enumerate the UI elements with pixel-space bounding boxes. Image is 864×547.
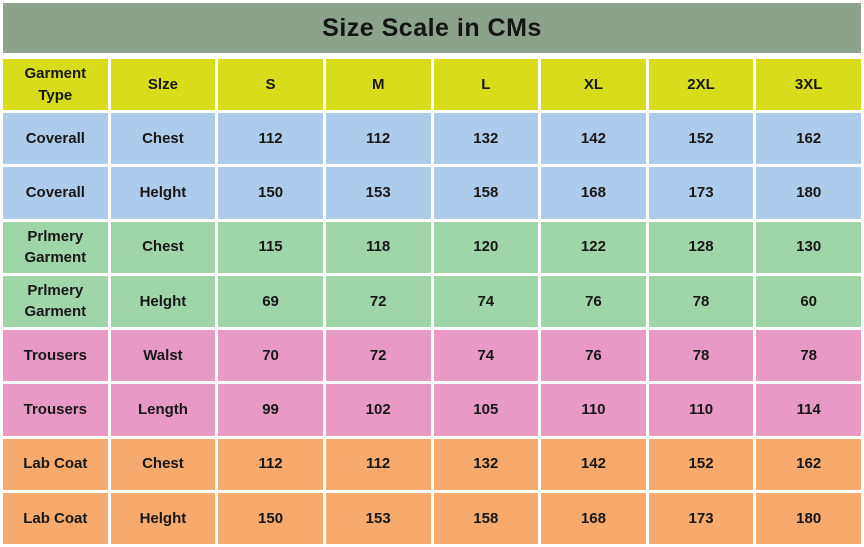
column-header-0: Garment Type	[3, 59, 108, 111]
garment-type-cell: Trousers	[3, 384, 108, 436]
measure-cell: Helght	[110, 492, 216, 544]
size-value-cell: 132	[433, 113, 539, 165]
size-value-cell: 158	[433, 167, 539, 219]
size-value-cell: 152	[648, 113, 754, 165]
garment-type-cell: Lab Coat	[3, 492, 108, 544]
size-value-cell: 173	[648, 492, 754, 544]
size-value-cell: 105	[433, 384, 539, 436]
column-header-1: Slze	[110, 59, 216, 111]
size-value-cell: 150	[218, 492, 323, 544]
garment-type-cell: Prlmery Garment	[3, 221, 108, 273]
size-value-cell: 162	[756, 113, 861, 165]
size-value-cell: 115	[218, 221, 323, 273]
size-value-cell: 76	[541, 275, 646, 328]
size-value-cell: 60	[756, 275, 861, 328]
size-value-cell: 110	[648, 384, 754, 436]
column-header-3: M	[325, 59, 431, 111]
garment-type-cell: Lab Coat	[3, 438, 108, 490]
size-value-cell: 150	[218, 167, 323, 219]
garment-type-cell: Coverall	[3, 167, 108, 219]
size-value-cell: 112	[218, 113, 323, 165]
measure-cell: Chest	[110, 438, 216, 490]
column-header-7: 3XL	[756, 59, 861, 111]
size-value-cell: 142	[541, 113, 646, 165]
size-value-cell: 70	[218, 330, 323, 382]
column-header-2: S	[218, 59, 323, 111]
column-header-5: XL	[541, 59, 646, 111]
page-title: Size Scale in CMs	[3, 3, 861, 53]
size-value-cell: 99	[218, 384, 323, 436]
size-value-cell: 102	[325, 384, 431, 436]
size-table: Garment Type Slze S M L XL 2XL 3XL Coverall Chest…	[3, 59, 861, 544]
column-header-6: 2XL	[648, 59, 754, 111]
size-value-cell: 142	[541, 438, 646, 490]
size-value-cell: 114	[756, 384, 861, 436]
size-value-cell: 78	[648, 275, 754, 328]
size-value-cell: 153	[325, 167, 431, 219]
measure-cell: Walst	[110, 330, 216, 382]
size-value-cell: 180	[756, 167, 861, 219]
size-value-cell: 168	[541, 492, 646, 544]
size-value-cell: 78	[756, 330, 861, 382]
size-value-cell: 122	[541, 221, 646, 273]
size-value-cell: 120	[433, 221, 539, 273]
size-value-cell: 132	[433, 438, 539, 490]
measure-cell: Helght	[110, 275, 216, 328]
garment-type-cell: Prlmery Garment	[3, 275, 108, 328]
size-value-cell: 110	[541, 384, 646, 436]
size-value-cell: 162	[756, 438, 861, 490]
size-value-cell: 74	[433, 330, 539, 382]
measure-cell: Chest	[110, 113, 216, 165]
size-value-cell: 112	[325, 438, 431, 490]
column-header-4: L	[433, 59, 539, 111]
size-value-cell: 180	[756, 492, 861, 544]
garment-type-cell: Trousers	[3, 330, 108, 382]
size-value-cell: 152	[648, 438, 754, 490]
size-value-cell: 168	[541, 167, 646, 219]
measure-cell: Length	[110, 384, 216, 436]
size-value-cell: 76	[541, 330, 646, 382]
size-value-cell: 112	[218, 438, 323, 490]
measure-cell: Chest	[110, 221, 216, 273]
garment-type-cell: Coverall	[3, 113, 108, 165]
size-value-cell: 118	[325, 221, 431, 273]
size-value-cell: 78	[648, 330, 754, 382]
size-value-cell: 158	[433, 492, 539, 544]
size-value-cell: 130	[756, 221, 861, 273]
measure-cell: Helght	[110, 167, 216, 219]
size-value-cell: 74	[433, 275, 539, 328]
size-value-cell: 112	[325, 113, 431, 165]
size-value-cell: 173	[648, 167, 754, 219]
size-value-cell: 72	[325, 275, 431, 328]
size-value-cell: 153	[325, 492, 431, 544]
size-value-cell: 128	[648, 221, 754, 273]
size-value-cell: 69	[218, 275, 323, 328]
size-value-cell: 72	[325, 330, 431, 382]
